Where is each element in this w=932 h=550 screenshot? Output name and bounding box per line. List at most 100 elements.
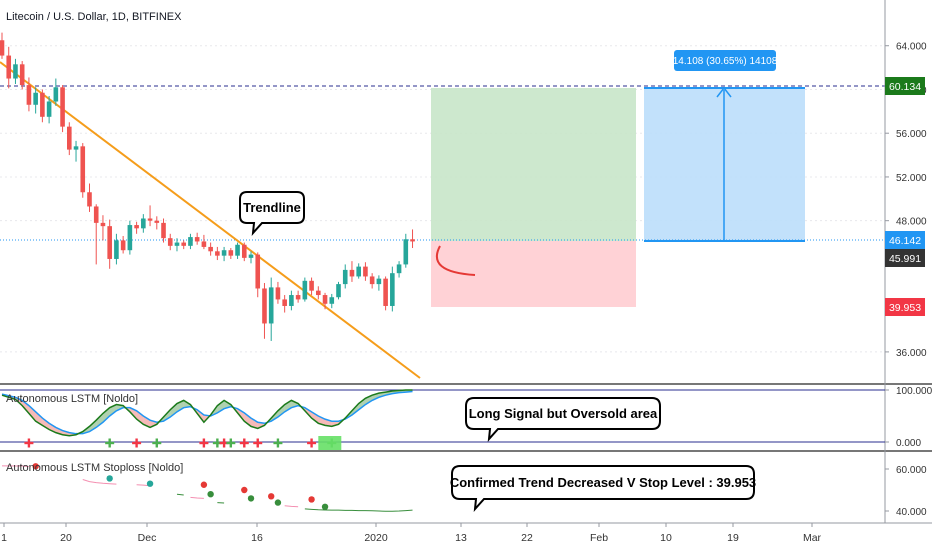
lstm-fill <box>244 412 252 427</box>
x-tick-label: 22 <box>521 532 533 544</box>
candle-body[interactable] <box>100 222 106 227</box>
candle-body[interactable] <box>208 246 213 252</box>
candle-body[interactable] <box>67 126 72 150</box>
candle-body[interactable] <box>376 278 382 285</box>
candle-body[interactable] <box>235 244 240 256</box>
y-tick-label: 40.000 <box>896 507 927 518</box>
candle-body[interactable] <box>188 237 193 246</box>
candle-body[interactable] <box>221 250 227 256</box>
candle-body[interactable] <box>46 101 52 117</box>
candle-body[interactable] <box>255 254 261 289</box>
trendline[interactable] <box>0 61 421 379</box>
candle-body[interactable] <box>141 218 146 229</box>
candle-body[interactable] <box>26 85 32 105</box>
candle-body[interactable] <box>194 237 200 242</box>
y-tick-label: 48.000 <box>896 217 927 228</box>
stoploss-dot <box>308 496 315 503</box>
profit-zone[interactable] <box>431 88 636 241</box>
candle-body[interactable] <box>167 238 173 246</box>
candle-body[interactable] <box>390 273 395 306</box>
candle-body[interactable] <box>93 206 99 223</box>
candle-body[interactable] <box>336 284 341 298</box>
last-price-tag: 45.991 <box>885 249 925 267</box>
candle-body[interactable] <box>316 290 321 296</box>
candle-body[interactable] <box>174 242 180 246</box>
trendline-label: Trendline <box>243 200 301 215</box>
sell-signal-marker <box>307 438 317 448</box>
candle-body[interactable] <box>114 240 119 259</box>
stoploss-callout: Confirmed Trend Decreased V Stop Level :… <box>450 465 756 512</box>
candle-body[interactable] <box>342 269 348 285</box>
lstm-fill <box>217 400 225 413</box>
x-tick-label: Feb <box>590 532 608 544</box>
candle-body[interactable] <box>0 40 5 56</box>
candle-body[interactable] <box>363 266 368 277</box>
candle-body[interactable] <box>154 220 160 223</box>
stoploss-dot <box>32 463 39 470</box>
candle-body[interactable] <box>302 280 308 300</box>
candle-body[interactable] <box>127 225 133 251</box>
candle-body[interactable] <box>322 295 328 304</box>
stoploss-title: Autonomous LSTM Stoploss [Noldo] <box>6 462 183 474</box>
candle-body[interactable] <box>275 287 281 300</box>
candle-body[interactable] <box>134 225 139 229</box>
candle-body[interactable] <box>309 280 314 291</box>
candle-body[interactable] <box>19 64 25 86</box>
time-axis[interactable]: 1 20 Dec 16 2020 13 22 Feb 10 19 Mar <box>1 523 822 544</box>
sell-signal-marker <box>253 438 263 448</box>
candle-body[interactable] <box>215 251 220 256</box>
candle-body[interactable] <box>80 146 86 193</box>
lstm-callout: Long Signal but Oversold area <box>465 397 661 442</box>
trendline-callout: Trendline <box>239 191 305 236</box>
y-tick-label: 0.000 <box>896 438 921 449</box>
candle-body[interactable] <box>396 264 402 274</box>
candle-body[interactable] <box>295 295 301 300</box>
candle-body[interactable] <box>383 278 388 306</box>
candle-body[interactable] <box>73 146 79 150</box>
buy-signal-marker <box>105 438 115 448</box>
candle-body[interactable] <box>60 87 65 127</box>
current-price-tag: 46.142 <box>885 231 925 249</box>
candle-body[interactable] <box>248 254 254 258</box>
candle-body[interactable] <box>329 297 335 304</box>
candle-body[interactable] <box>241 244 247 258</box>
measure-arrow-head <box>716 86 732 98</box>
stoploss-dot <box>207 491 214 498</box>
x-tick-label: 10 <box>660 532 672 544</box>
candle-body[interactable] <box>120 240 126 251</box>
y-tick-label: 100.000 <box>896 386 932 397</box>
lstm-fill <box>102 407 110 423</box>
candle-body[interactable] <box>403 239 409 265</box>
lstm-fill <box>96 413 103 428</box>
candle-body[interactable] <box>147 218 153 221</box>
candle-body[interactable] <box>369 276 375 285</box>
candle-body[interactable] <box>87 192 92 207</box>
price-scale[interactable]: 64.000 60.000 56.000 52.000 48.000 36.000 100.… <box>885 42 932 518</box>
candle-body[interactable] <box>262 288 267 324</box>
candle-body[interactable] <box>181 242 187 246</box>
candle-body[interactable] <box>161 222 166 239</box>
candle-body[interactable] <box>282 299 287 306</box>
candle-body[interactable] <box>201 241 207 247</box>
x-tick-label: 16 <box>251 532 263 544</box>
lstm-fill <box>170 403 177 418</box>
x-tick-label: 13 <box>455 532 467 544</box>
candle-body[interactable] <box>13 64 18 79</box>
candle-body[interactable] <box>268 287 274 324</box>
x-tick-label: 20 <box>60 532 72 544</box>
candle-body[interactable] <box>107 226 112 259</box>
candle-body[interactable] <box>228 250 234 256</box>
buy-signal-marker <box>273 438 283 448</box>
x-tick-label: Dec <box>138 532 157 544</box>
candle-body[interactable] <box>410 239 415 242</box>
candle-body[interactable] <box>33 92 38 105</box>
buy-signal-marker <box>226 438 236 448</box>
candle-body[interactable] <box>40 92 45 117</box>
candle-body[interactable] <box>6 55 12 79</box>
candle-body[interactable] <box>349 269 355 277</box>
candle-body[interactable] <box>356 266 361 277</box>
candle-body[interactable] <box>53 87 59 102</box>
sell-signal-marker <box>132 438 142 448</box>
candle-body[interactable] <box>289 295 294 306</box>
